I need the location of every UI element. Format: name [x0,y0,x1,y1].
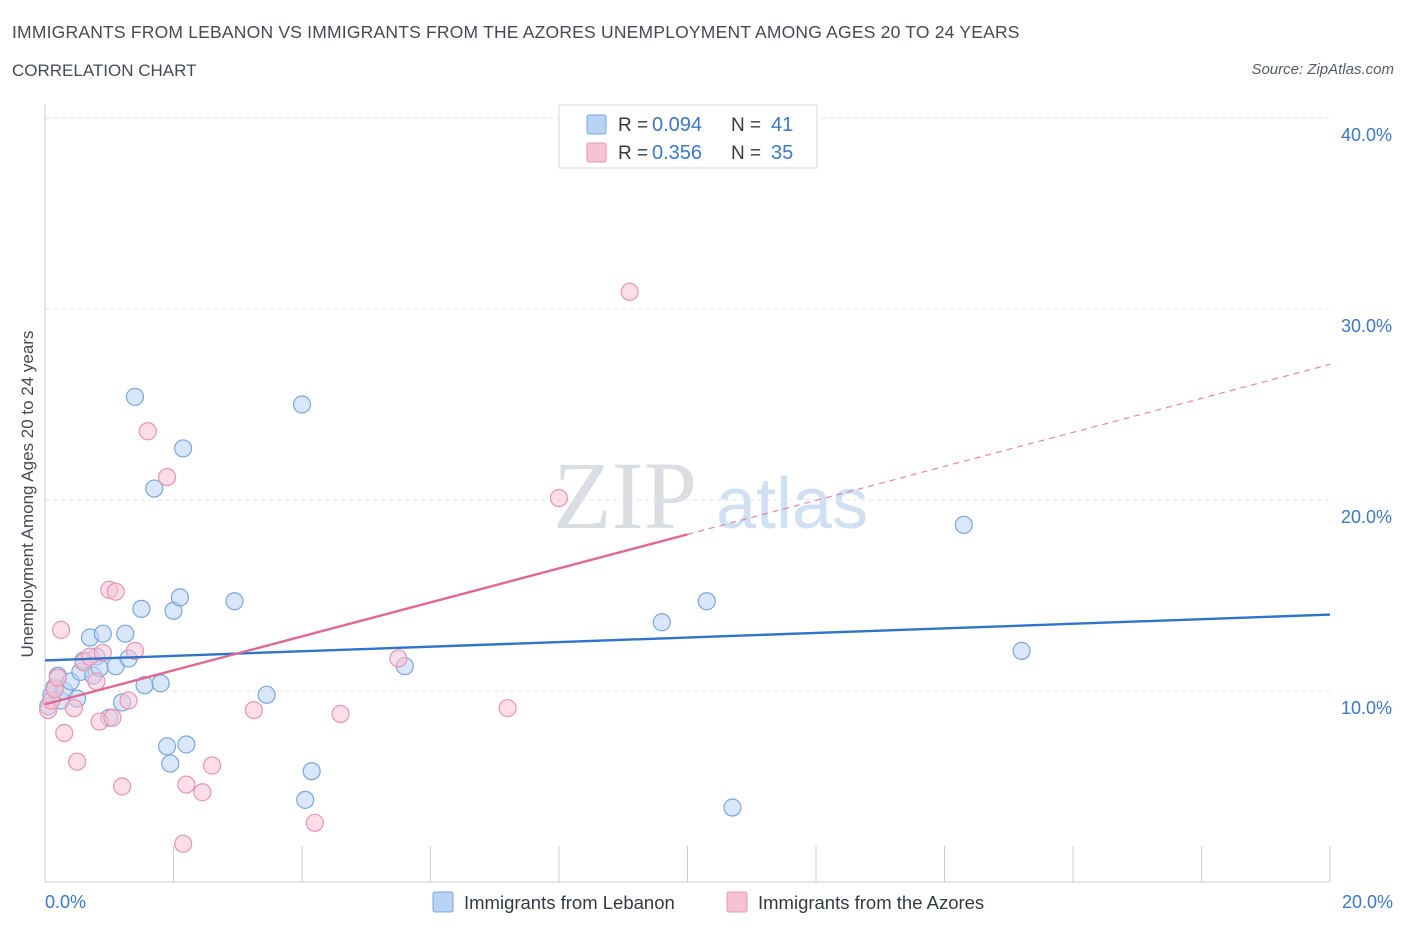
chart-source: Source: ZipAtlas.com [1251,61,1394,78]
legend-r-value: 0.356 [652,142,702,164]
point-lebanon [161,754,180,773]
series-legend-swatch-azores [726,891,748,913]
point-lebanon [225,592,244,611]
point-lebanon [257,685,276,704]
point-azores [177,775,196,794]
point-azores [48,668,67,687]
chart-subtitle: CORRELATION CHART [12,61,197,80]
point-azores [51,620,71,639]
point-azores [103,708,122,727]
y-axis-label: Unemployment Among Ages 20 to 24 years [18,330,37,658]
point-lebanon [302,762,321,781]
point-lebanon [151,674,170,693]
point-azores [244,700,263,720]
series-legend-label-lebanon: Immigrants from Lebanon [464,892,675,913]
trend-line-lebanon [44,613,1331,662]
point-lebanon [292,395,312,414]
x-tick-label: 20.0% [1342,892,1393,912]
point-lebanon [652,613,671,632]
point-azores [119,691,138,710]
point-azores [331,704,350,724]
point-lebanon [954,515,973,534]
chart-title: IMMIGRANTS FROM LEBANON VS IMMIGRANTS FR… [12,22,1020,42]
point-azores [125,641,145,660]
trend-line-dashed-azores [687,363,1331,535]
point-azores [55,723,74,743]
point-lebanon [125,387,145,406]
legend-r-value: 0.094 [652,114,702,136]
legend-n-label: N = [731,143,761,164]
legend-swatch-azores [586,142,607,163]
legend-r-label: R = [618,115,648,136]
point-lebanon [132,599,151,618]
point-azores [305,813,324,832]
point-lebanon [93,624,112,643]
point-lebanon [145,479,164,498]
legend-n-value: 35 [771,142,793,164]
y-tick-label: 20.0% [1341,507,1392,527]
trend-line-azores [44,533,688,706]
stats-legend: R = 0.094 N = 41 R = 0.356 N = 35 [558,104,818,169]
y-tick-label: 40.0% [1341,125,1392,145]
watermark: ZIP atlas [553,442,868,549]
series-legend-label-azores: Immigrants from the Azores [758,892,984,913]
point-azores [620,282,639,301]
legend-n-label: N = [731,115,761,136]
y-tick-label: 10.0% [1341,698,1392,718]
watermark-zip: ZIP [553,442,697,549]
point-lebanon [723,798,742,817]
point-lebanon [116,624,135,643]
point-lebanon [177,735,196,754]
series-legend: Immigrants from Lebanon Immigrants from t… [432,891,984,913]
point-azores [202,756,222,775]
axes: 10.0% 20.0% 30.0% 40.0% 0.0% 20.0% [44,104,1393,912]
point-azores [138,422,157,441]
point-lebanon [1012,641,1031,660]
point-azores [106,582,125,601]
point-azores [112,777,132,796]
point-azores [193,783,212,802]
legend-n-value: 41 [771,114,793,136]
x-tick-label: 0.0% [45,892,86,912]
point-lebanon [157,737,177,756]
point-azores [389,649,408,668]
point-azores [498,699,517,718]
point-azores [64,699,84,718]
y-tick-label: 30.0% [1341,316,1392,336]
legend-r-label: R = [618,143,648,164]
series-legend-swatch-lebanon [432,891,454,913]
point-azores [68,752,87,771]
data-points [39,282,1031,853]
point-lebanon [296,790,315,809]
point-azores [174,834,193,853]
trend-lines [44,363,1331,706]
watermark-atlas: atlas [716,464,868,544]
point-azores [87,672,106,691]
point-lebanon [174,439,193,458]
point-azores [549,488,569,508]
point-lebanon [697,592,716,611]
point-lebanon [170,588,190,607]
point-azores [157,467,177,487]
legend-swatch-lebanon [586,114,607,135]
